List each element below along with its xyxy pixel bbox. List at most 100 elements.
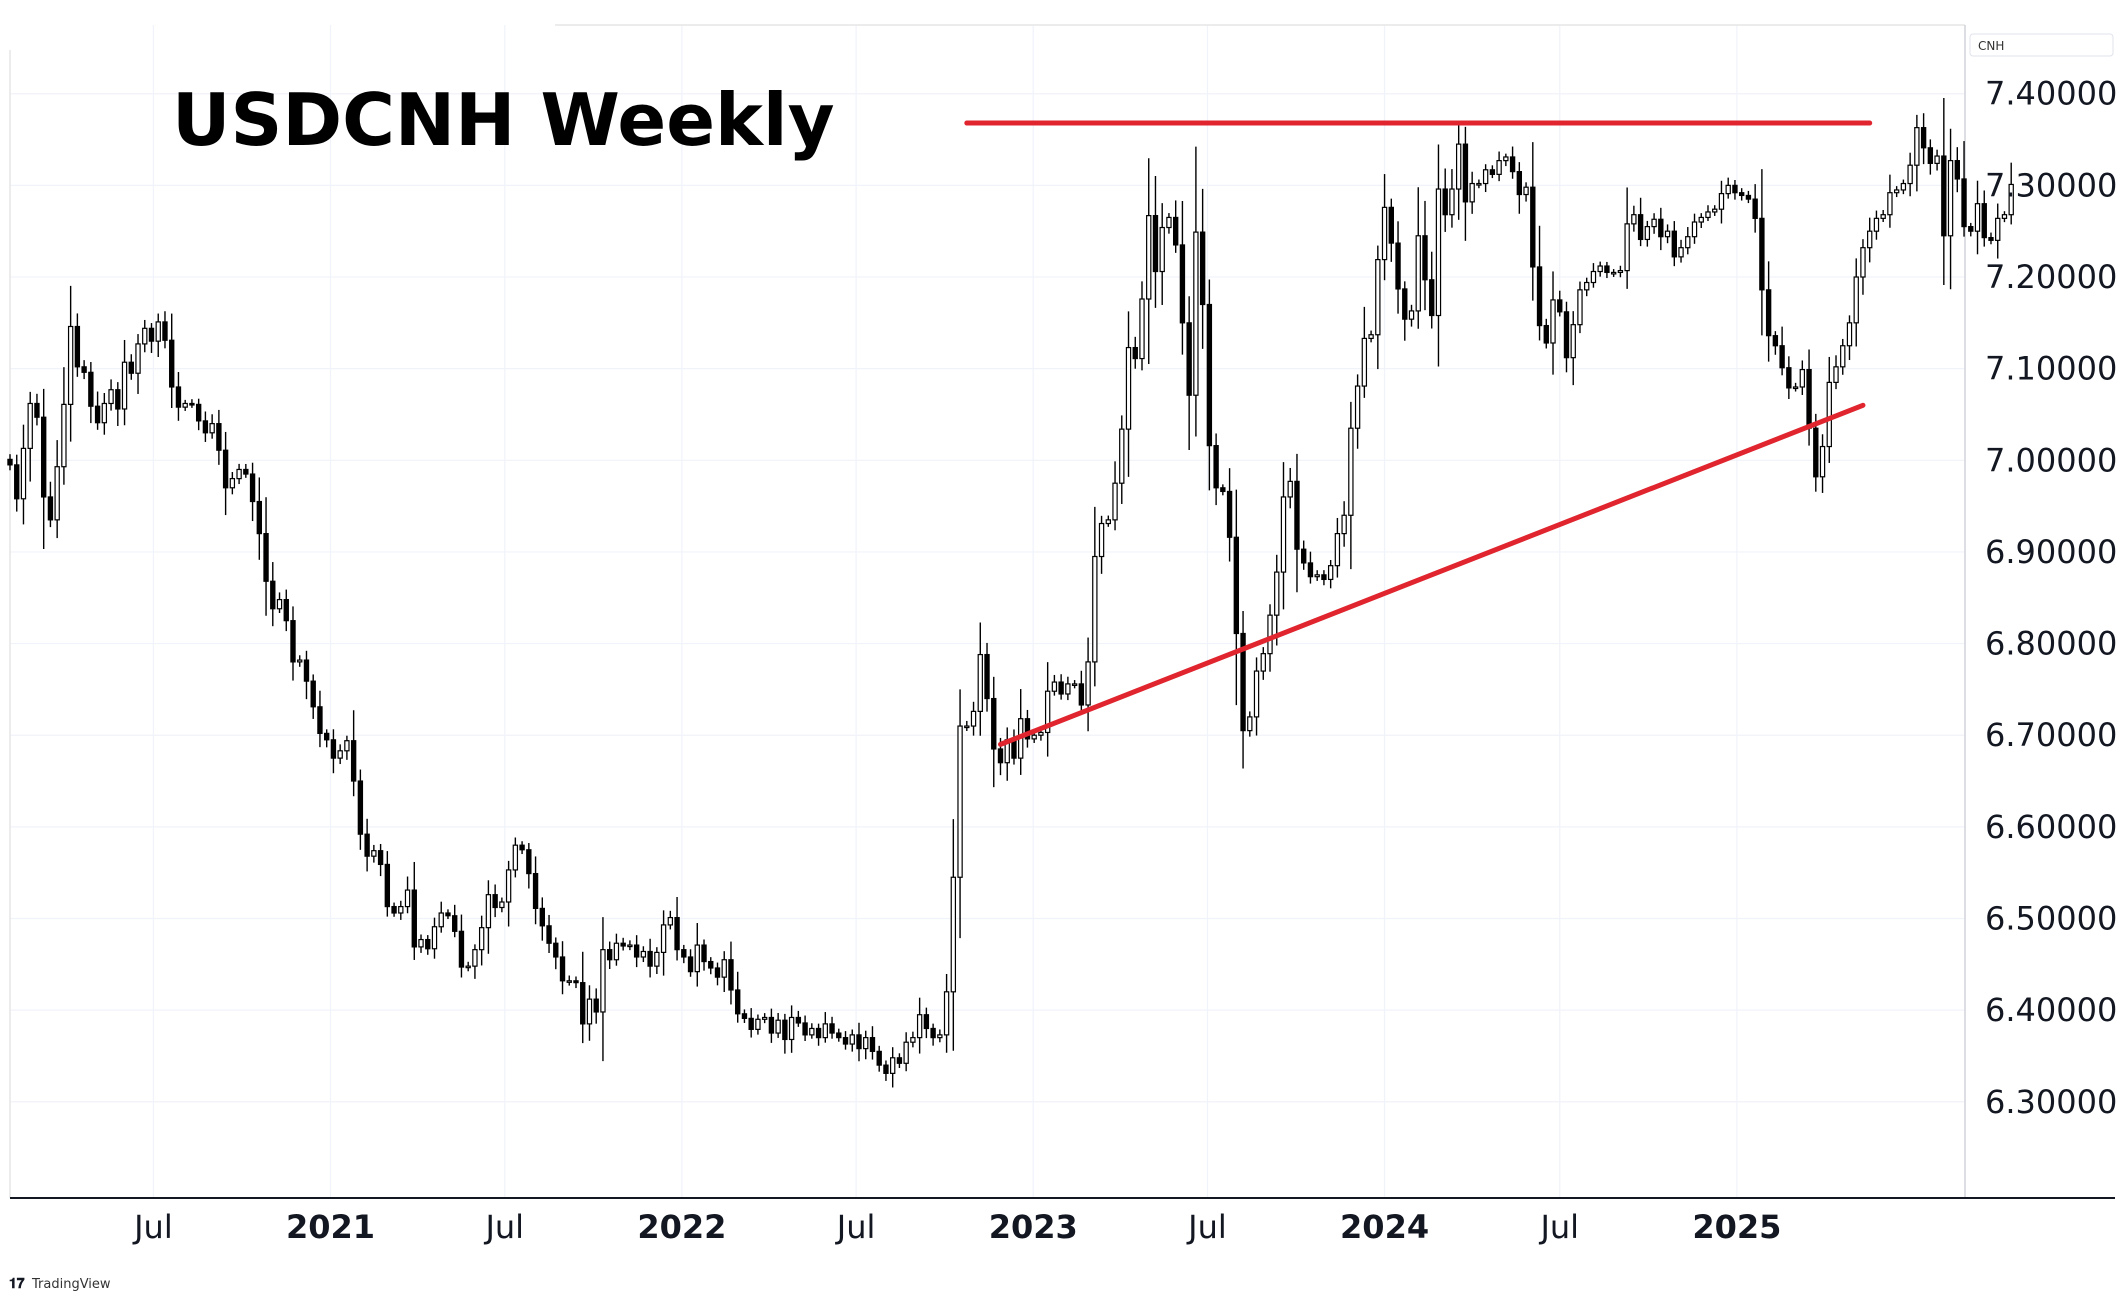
- candle-body: [1712, 208, 1718, 213]
- candle-body: [7, 458, 13, 466]
- candle-body: [580, 982, 586, 1025]
- candle-body: [1867, 230, 1873, 249]
- candle-body: [445, 912, 451, 917]
- candle-body: [404, 889, 411, 908]
- symbol-legend-box[interactable]: [1969, 33, 2114, 57]
- candle-body: [802, 1022, 808, 1036]
- candle-body: [1907, 164, 1913, 185]
- candle-body: [1927, 147, 1934, 164]
- candle-body: [1240, 632, 1246, 732]
- candle-body: [1954, 160, 1960, 180]
- candle-body: [1146, 215, 1152, 300]
- candle-body: [1644, 226, 1651, 241]
- candle-body: [633, 944, 640, 958]
- candle-body: [815, 1027, 822, 1039]
- candle-body: [243, 468, 249, 475]
- candle-body: [829, 1023, 835, 1034]
- candle-body: [842, 1037, 849, 1045]
- candle-body: [1590, 270, 1597, 284]
- candle-body: [1853, 276, 1859, 324]
- candle-body: [303, 659, 310, 682]
- candle-body: [1152, 215, 1159, 273]
- candle-body: [344, 740, 350, 752]
- candle-body: [34, 402, 40, 418]
- candle-body: [1725, 184, 1731, 195]
- time-tick-label: Jul: [1186, 1208, 1227, 1246]
- candle-body: [1779, 345, 1785, 369]
- candle-body: [1274, 571, 1280, 616]
- candle-body: [1334, 533, 1341, 567]
- candle-body: [270, 580, 276, 610]
- candle-body: [782, 1019, 788, 1041]
- candle-body: [1435, 188, 1442, 317]
- candle-body: [795, 1016, 802, 1024]
- candle-body: [1051, 681, 1058, 692]
- candle-body: [809, 1027, 815, 1036]
- candle-body: [162, 321, 168, 341]
- candle-body: [1738, 192, 1745, 197]
- candle-body: [977, 653, 983, 712]
- candle-body: [499, 901, 505, 909]
- candle-body: [1348, 427, 1354, 516]
- candle-body: [896, 1057, 903, 1064]
- candle-body: [660, 924, 667, 954]
- candle-body: [1159, 226, 1165, 273]
- candle-body: [553, 942, 559, 958]
- candle-body: [472, 949, 478, 967]
- candle-body: [310, 680, 316, 708]
- candle-body: [465, 965, 471, 969]
- vertical-gridlines: [152, 25, 1738, 1198]
- candle-body: [94, 405, 101, 424]
- candle-body: [229, 478, 236, 489]
- candle-body: [1914, 127, 1920, 166]
- price-tick-label: 6.90000: [1985, 533, 2117, 571]
- candle-body: [236, 468, 242, 480]
- candle-body: [1206, 303, 1213, 447]
- candle-body: [1961, 178, 1967, 228]
- candle-body: [1044, 690, 1051, 734]
- chart-title: USDCNH Weekly: [172, 78, 835, 162]
- candle-body: [175, 386, 182, 408]
- time-tick-label: Jul: [835, 1208, 876, 1246]
- candle-body: [1489, 169, 1496, 175]
- candle-body: [937, 1034, 943, 1039]
- candle-body: [1617, 269, 1624, 274]
- candle-body: [1388, 206, 1394, 244]
- candle-body: [1321, 574, 1327, 581]
- candle-body: [81, 366, 87, 373]
- candle-body: [1988, 237, 1994, 241]
- candle-body: [1368, 334, 1374, 340]
- candle-body: [384, 863, 391, 908]
- candle-body: [2001, 214, 2008, 219]
- tradingview-brand: TradingView: [31, 1277, 111, 1292]
- candle-body: [1887, 192, 1893, 216]
- candle-body: [1840, 345, 1846, 368]
- candle-body: [1860, 247, 1866, 278]
- candle-body: [1941, 155, 1947, 237]
- candle-body: [539, 907, 545, 927]
- candle-body: [2008, 183, 2014, 216]
- candle-body: [438, 912, 444, 928]
- candle-body: [1543, 324, 1549, 344]
- tradingview-logo[interactable]: 𝟏𝟕 TradingView: [9, 1276, 111, 1292]
- candle-body: [1752, 198, 1758, 219]
- symbol-legend: CNH: [1978, 39, 2004, 53]
- candle-body: [606, 949, 613, 961]
- candle-body: [1078, 683, 1085, 706]
- candle-body: [1584, 281, 1590, 291]
- candle-body: [67, 325, 74, 405]
- candle-body: [128, 361, 134, 374]
- candle-body: [1469, 182, 1475, 203]
- candle-body: [283, 598, 289, 622]
- price-tick-label: 6.40000: [1985, 991, 2117, 1029]
- support-trendline[interactable]: [997, 402, 1866, 747]
- time-tick-label: Jul: [132, 1208, 173, 1246]
- candle-body: [1920, 127, 1927, 149]
- candle-body: [1792, 386, 1799, 390]
- candle-body: [1570, 324, 1576, 359]
- candle-body: [1260, 653, 1266, 672]
- candle-body: [1523, 186, 1529, 196]
- candle-body: [701, 944, 707, 963]
- candle-body: [1981, 203, 1987, 239]
